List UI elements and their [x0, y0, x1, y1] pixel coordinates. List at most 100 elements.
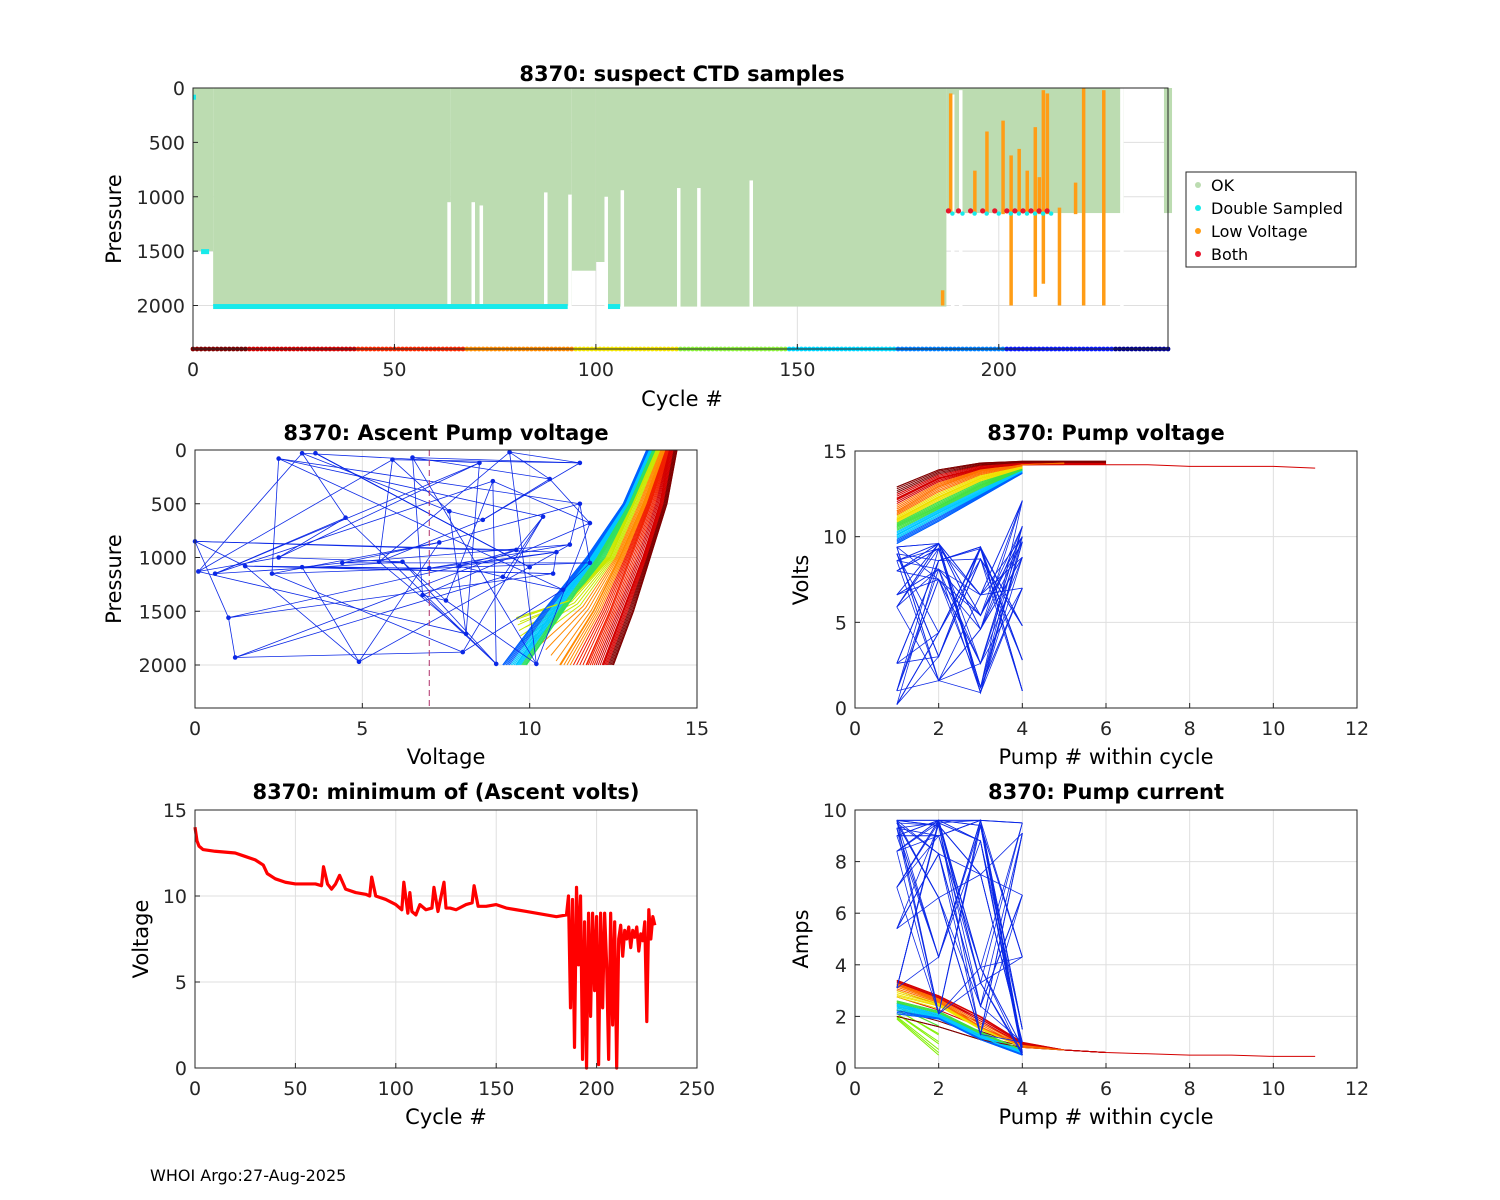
- double-sampled-point: [950, 211, 955, 216]
- ascent-profile-line: [599, 449, 671, 666]
- ascent-erratic-line: [345, 517, 497, 665]
- minv-ticks: 0 50 100 150 200 250 0 5 10 15: [163, 800, 715, 1100]
- ascent-erratic-point: [567, 542, 573, 547]
- ascent-profile-line: [566, 449, 665, 666]
- ascent-series-line: [516, 449, 658, 619]
- ctd-legend: OK Double Sampled Low Voltage Both: [1185, 171, 1357, 268]
- pumpv-xtick-label: 8: [1184, 718, 1196, 740]
- ascent-erratic-line: [378, 459, 393, 562]
- pumpi-erratic-line: [896, 819, 1023, 837]
- ascent-ytick-label: 0: [175, 440, 187, 462]
- ok-samples-band: [193, 88, 214, 252]
- ascent-profile-line: [535, 449, 661, 639]
- minv-xtick-label: 0: [189, 1078, 201, 1100]
- ascent-erratic-line: [412, 457, 580, 464]
- ascent-erratic-point: [460, 649, 466, 655]
- ascent-profile-line: [611, 449, 677, 666]
- ascent-erratic-point: [343, 515, 348, 521]
- missing-cycle-gap: [604, 196, 608, 309]
- pumpv-erratic-line: [896, 526, 1023, 630]
- double-sampled-points: [201, 249, 210, 255]
- ascent-profile-line: [545, 449, 662, 651]
- double-sampled-point: [1008, 211, 1014, 216]
- pumpi-ytick-label: 2: [835, 1006, 847, 1028]
- pumpi-erratic-line: [896, 822, 1023, 1035]
- ascent-erratic-line: [535, 522, 591, 665]
- legend-marker: [1195, 251, 1201, 257]
- ascent-erratic-line: [301, 453, 346, 518]
- minv-xtick-label: 50: [283, 1078, 307, 1100]
- ascent-erratic-line: [214, 517, 346, 574]
- pumpi-erratic-line: [896, 887, 1023, 1015]
- double-sampled-points: [213, 304, 568, 310]
- ascent-erratic-point: [269, 571, 275, 576]
- ctd-panel: 8370: suspect CTD samples Cycle # Pressu…: [102, 62, 1173, 411]
- ascent-erratic-point: [196, 569, 201, 574]
- ascent-xtick-label: 5: [356, 718, 368, 740]
- pumpi-series-line: [896, 1013, 1023, 1056]
- low-voltage-bar: [948, 93, 953, 214]
- ok-samples-band: [571, 88, 596, 271]
- ascent-profile-line: [563, 449, 665, 666]
- pumpv-erratic-line: [896, 536, 1023, 694]
- ascent-erratic-point: [410, 455, 415, 460]
- pumpi-erratic-line: [896, 822, 1023, 1037]
- pumpv-profile-line: [896, 466, 1023, 518]
- ascent-xtick-label: 0: [189, 718, 201, 740]
- missing-cycle-gap: [568, 194, 572, 309]
- pumpi-xlabel: Pump # within cycle: [999, 1105, 1214, 1129]
- ctd-ytick-label: 0: [173, 78, 185, 100]
- pumpv-profile-line: [896, 469, 1023, 530]
- ctd-xlabel: Cycle #: [641, 387, 723, 411]
- pumpi-xtick-label: 0: [849, 1078, 861, 1100]
- pumpv-ytick-label: 15: [823, 441, 847, 463]
- pumpi-erratic-line: [896, 820, 1023, 1030]
- ascent-erratic-line: [301, 566, 360, 662]
- pumpi-profile-line: [896, 1016, 939, 1050]
- ascent-erratic-line: [358, 544, 571, 663]
- pumpi-series-line: [896, 984, 1065, 1051]
- pumpi-erratic-line: [896, 822, 1023, 1043]
- ascent-ylabel: Pressure: [102, 534, 126, 624]
- low-voltage-bar: [1057, 207, 1062, 306]
- ascent-erratic-point: [447, 508, 452, 514]
- ctd-ytick-label: 1500: [137, 241, 185, 263]
- ascent-erratic-point: [457, 563, 462, 569]
- ascent-erratic-line: [278, 458, 564, 591]
- pumpv-series-line: [896, 467, 1023, 520]
- legend-label: Double Sampled: [1211, 199, 1343, 218]
- ascent-erratic-line: [449, 510, 483, 521]
- ctd-xtick-label: 50: [382, 359, 406, 381]
- ascent-profile-line: [591, 449, 669, 666]
- pumpi-series-line: [896, 1005, 1023, 1053]
- double-sampled-point: [984, 211, 989, 216]
- both-flag-point: [1004, 208, 1010, 214]
- pumpv-series-line: [896, 472, 1023, 544]
- pumpi-axes-frame: [854, 809, 1358, 1069]
- ascent-erratic-line: [445, 600, 537, 665]
- double-sampled-point: [1040, 211, 1046, 216]
- ascent-ytick-label: 1000: [139, 548, 187, 570]
- pumpv-erratic-line: [896, 545, 1023, 664]
- ascent-erratic-line: [412, 457, 550, 480]
- pumpv-erratic-line: [896, 548, 1023, 694]
- minv-xtick-label: 250: [679, 1078, 715, 1100]
- ascent-ytick-label: 1500: [139, 601, 187, 623]
- legend-marker: [1195, 228, 1201, 234]
- pumpv-ytick-label: 10: [823, 527, 847, 549]
- ascent-erratic-line: [412, 457, 537, 665]
- ascent-erratic-line: [198, 571, 467, 635]
- ascent-erratic-point: [376, 559, 382, 565]
- ascent-erratic-line: [214, 480, 493, 575]
- ascent-erratic-line: [194, 541, 229, 618]
- double-sampled-point: [1032, 211, 1038, 216]
- both-flag-point: [1036, 208, 1042, 214]
- ok-samples-band: [213, 88, 451, 306]
- ascent-erratic-point: [577, 460, 583, 466]
- pumpi-erratic-line: [896, 820, 1023, 899]
- ok-samples-band: [607, 88, 947, 307]
- ascent-erratic-line: [392, 459, 580, 464]
- ascent-xtick-label: 15: [685, 718, 709, 740]
- ascent-erratic-line: [482, 462, 581, 521]
- pumpi-xtick-label: 4: [1016, 1078, 1028, 1100]
